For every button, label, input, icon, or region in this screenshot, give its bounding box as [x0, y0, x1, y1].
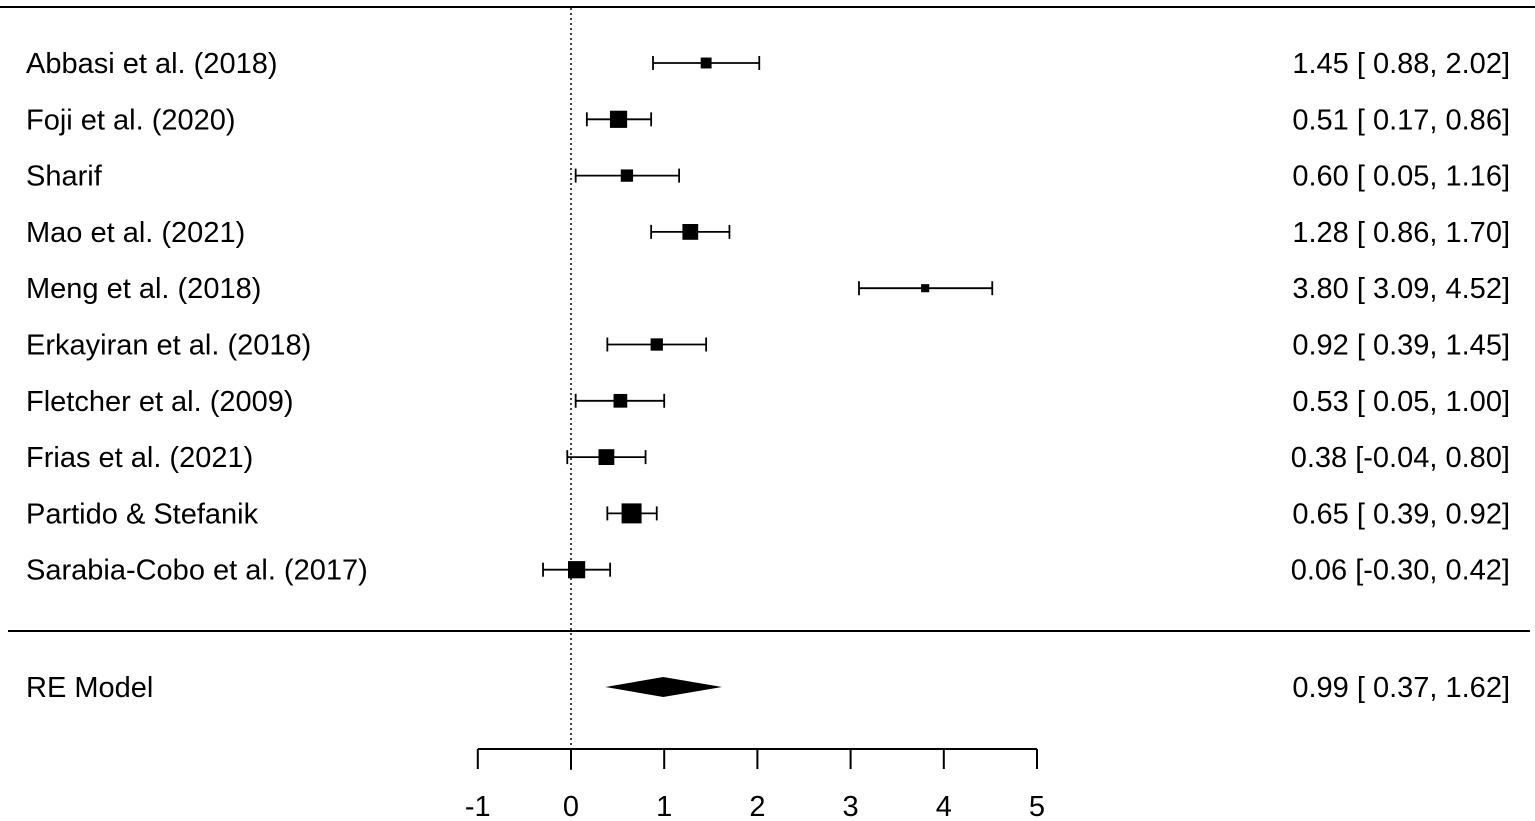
- point-estimate: [620, 169, 634, 182]
- point-estimate: [621, 503, 642, 524]
- point-estimate: [567, 561, 586, 579]
- x-tick-label: 4: [936, 791, 952, 821]
- effect-size-text: 0.06 [-0.30, 0.42]: [1291, 555, 1510, 587]
- study-label: Sharif: [26, 161, 103, 193]
- x-tick-label: 1: [656, 791, 672, 821]
- point-estimate: [650, 338, 663, 351]
- study-row: Mao et al. (2021) 1.28 [ 0.86, 1.70]: [26, 217, 1510, 249]
- study-label: Frias et al. (2021): [26, 442, 253, 474]
- effect-size-text: 1.28 [ 0.86, 1.70]: [1292, 217, 1510, 249]
- study-label: Foji et al. (2020): [26, 104, 236, 136]
- point-estimate: [609, 110, 628, 128]
- study-label: Fletcher et al. (2009): [26, 386, 294, 418]
- point-estimate: [700, 57, 712, 69]
- x-tick-label: 5: [1029, 791, 1045, 821]
- point-estimate: [598, 449, 615, 465]
- study-row: Foji et al. (2020) 0.51 [ 0.17, 0.86]: [26, 104, 1510, 136]
- x-axis: -1 0 1 2 3 4 5: [465, 748, 1045, 821]
- summary-effect-text: 0.99 [ 0.37, 1.62]: [1292, 672, 1510, 704]
- point-estimate: [682, 224, 699, 240]
- x-tick-label: 0: [563, 791, 579, 821]
- effect-size-text: 0.65 [ 0.39, 0.92]: [1292, 498, 1510, 530]
- x-tick-label: -1: [465, 791, 491, 821]
- point-estimate: [613, 393, 628, 408]
- study-rows: Abbasi et al. (2018) 1.45 [ 0.88, 2.02] Fo…: [26, 48, 1510, 704]
- study-label: Partido & Stefanik: [26, 498, 259, 530]
- x-tick-label: 2: [749, 791, 765, 821]
- effect-size-text: 0.53 [ 0.05, 1.00]: [1292, 386, 1510, 418]
- study-row: Meng et al. (2018) 3.80 [ 3.09, 4.52]: [26, 273, 1510, 305]
- effect-size-text: 0.60 [ 0.05, 1.16]: [1292, 161, 1510, 193]
- study-row: Erkayiran et al. (2018) 0.92 [ 0.39, 1.45…: [26, 330, 1510, 362]
- study-label: Mao et al. (2021): [26, 217, 245, 249]
- study-label: Sarabia-Cobo et al. (2017): [26, 555, 368, 587]
- point-estimate: [921, 284, 930, 293]
- study-row: Sarabia-Cobo et al. (2017) 0.06 [-0.30, 0…: [26, 555, 1510, 587]
- study-label: Erkayiran et al. (2018): [26, 330, 311, 362]
- study-row: Frias et al. (2021) 0.38 [-0.04, 0.80]: [26, 442, 1510, 474]
- effect-size-text: 1.45 [ 0.88, 2.02]: [1292, 48, 1510, 80]
- study-row: Sharif 0.60 [ 0.05, 1.16]: [26, 161, 1510, 193]
- effect-size-text: 0.51 [ 0.17, 0.86]: [1292, 104, 1510, 136]
- study-label: Meng et al. (2018): [26, 273, 261, 305]
- summary-label: RE Model: [26, 672, 153, 704]
- effect-size-text: 0.38 [-0.04, 0.80]: [1291, 442, 1510, 474]
- study-row: Abbasi et al. (2018) 1.45 [ 0.88, 2.02]: [26, 48, 1510, 80]
- summary-diamond: [605, 677, 722, 697]
- effect-size-text: 3.80 [ 3.09, 4.52]: [1292, 273, 1510, 305]
- study-label: Abbasi et al. (2018): [26, 48, 277, 80]
- effect-size-text: 0.92 [ 0.39, 1.45]: [1292, 330, 1510, 362]
- study-row: Partido & Stefanik 0.65 [ 0.39, 0.92]: [26, 498, 1510, 530]
- summary-row: RE Model 0.99 [ 0.37, 1.62]: [26, 672, 1510, 704]
- x-tick-label: 3: [843, 791, 859, 821]
- study-row: Fletcher et al. (2009) 0.53 [ 0.05, 1.00]: [26, 386, 1510, 418]
